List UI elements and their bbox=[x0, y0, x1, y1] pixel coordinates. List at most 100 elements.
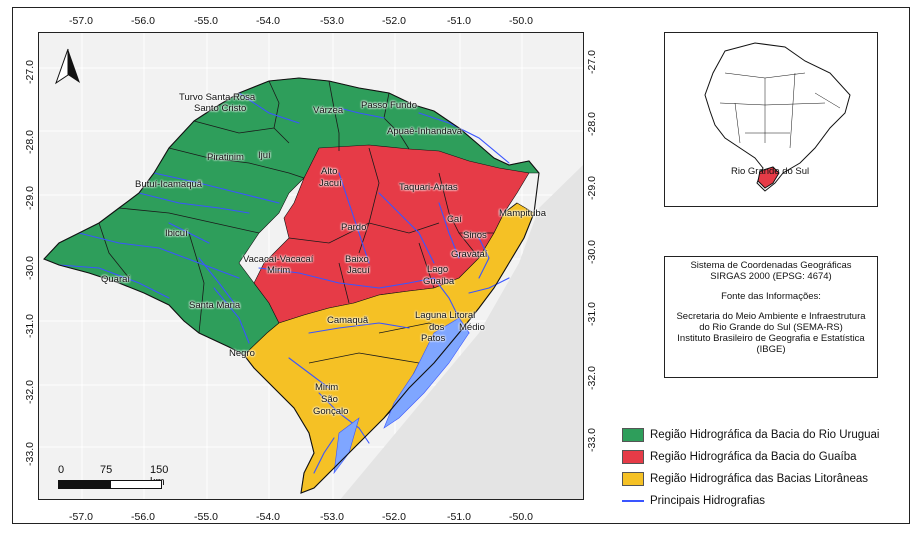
info-line: SIRGAS 2000 (EPSG: 4674) bbox=[710, 271, 832, 282]
label-negro: Negro bbox=[229, 348, 255, 359]
locator-label: Rio Grande do Sul bbox=[731, 166, 810, 177]
label-lago: Lago bbox=[427, 264, 449, 275]
label-varzea: Várzea bbox=[313, 105, 344, 116]
rivers bbox=[58, 92, 510, 474]
lon-tick: -57.0 bbox=[69, 511, 93, 523]
scale-75: 75 bbox=[100, 464, 113, 476]
label-gravatai: Gravataí bbox=[451, 249, 488, 260]
rs-highlight bbox=[757, 166, 780, 189]
label-piratinim: Piratinim bbox=[207, 152, 244, 163]
label-sinos: Sinos bbox=[463, 230, 487, 241]
lon-tick: -50.0 bbox=[509, 511, 533, 523]
lon-tick: -52.0 bbox=[382, 511, 406, 523]
lat-tick: -27.0 bbox=[586, 50, 598, 74]
lon-tick: -54.0 bbox=[256, 15, 280, 27]
legend-label: Região Hidrográfica da Bacia do Guaíba bbox=[650, 451, 857, 463]
lat-tick: -29.0 bbox=[586, 176, 598, 200]
label-alto: Alto bbox=[321, 166, 338, 177]
info-line: Instituto Brasileiro de Geografia e Esta… bbox=[677, 333, 865, 344]
label-mirim-sao: Mirim bbox=[315, 382, 339, 393]
lon-tick: -57.0 bbox=[69, 15, 93, 27]
lon-tick: -51.0 bbox=[447, 15, 471, 27]
label-santo-cristo: Santo Cristo bbox=[194, 103, 247, 114]
label-medio: Médio bbox=[459, 322, 485, 333]
lon-tick: -56.0 bbox=[131, 511, 155, 523]
swatch-guaiba bbox=[622, 450, 644, 464]
lon-tick: -51.0 bbox=[447, 511, 471, 523]
label-baixo: Baixo bbox=[345, 254, 369, 265]
state-boundary bbox=[43, 77, 540, 494]
lat-tick: -31.0 bbox=[24, 314, 36, 338]
scale-0: 0 bbox=[58, 464, 65, 476]
label-dos: dos bbox=[429, 322, 445, 333]
north-arrow-icon bbox=[55, 48, 80, 85]
scale-bar-black bbox=[58, 480, 111, 489]
figure-frame bbox=[12, 7, 910, 524]
lon-tick: -50.0 bbox=[509, 15, 533, 27]
lat-tick: -27.0 bbox=[24, 60, 36, 84]
label-goncalo: Gonçalo bbox=[313, 406, 349, 417]
lat-tick: -28.0 bbox=[586, 112, 598, 136]
lon-tick: -54.0 bbox=[256, 511, 280, 523]
lon-tick: -53.0 bbox=[320, 15, 344, 27]
label-ibicui: Ibicuí bbox=[165, 228, 188, 239]
info-line: (IBGE) bbox=[756, 344, 786, 355]
label-passo-fundo: Passo Fundo bbox=[361, 100, 417, 111]
legend-label: Principais Hidrografias bbox=[650, 495, 766, 507]
swatch-uruguai bbox=[622, 428, 644, 442]
label-taquari: Taquari-Antas bbox=[399, 182, 458, 193]
info-line: Sistema de Coordenadas Geográficas bbox=[690, 260, 852, 271]
label-camaqua: Camaquã bbox=[327, 315, 369, 326]
lat-tick: -28.0 bbox=[24, 130, 36, 154]
legend-item-guaiba: Região Hidrográfica da Bacia do Guaíba bbox=[622, 446, 902, 468]
brazil-map bbox=[704, 42, 851, 192]
label-ijui: Ijuí bbox=[258, 150, 271, 161]
lon-tick: -53.0 bbox=[320, 511, 344, 523]
locator-map: Rio Grande do Sul bbox=[664, 32, 878, 207]
lat-tick: -32.0 bbox=[586, 366, 598, 390]
label-alto-jacui: Jacuí bbox=[319, 178, 342, 189]
legend: Região Hidrográfica da Bacia do Rio Urug… bbox=[622, 424, 902, 512]
lon-tick: -56.0 bbox=[131, 15, 155, 27]
swatch-litoraneas bbox=[622, 472, 644, 486]
swatch-hidrografia bbox=[622, 500, 644, 502]
lat-tick: -32.0 bbox=[24, 380, 36, 404]
label-sao: São bbox=[321, 394, 338, 405]
map-canvas bbox=[39, 33, 583, 499]
lon-tick: -52.0 bbox=[382, 15, 406, 27]
label-baixo-jacui: Jacuí bbox=[347, 265, 370, 276]
lat-tick: -30.0 bbox=[24, 256, 36, 280]
legend-label: Região Hidrográfica da Bacia do Rio Urug… bbox=[650, 429, 880, 441]
lat-tick: -31.0 bbox=[586, 302, 598, 326]
legend-label: Região Hidrográfica das Bacias Litorânea… bbox=[650, 473, 868, 485]
label-quarai: Quaraí bbox=[101, 274, 131, 285]
lon-tick: -55.0 bbox=[194, 15, 218, 27]
ocean bbox=[340, 164, 583, 499]
info-line: Secretaria do Meio Ambiente e Infraestru… bbox=[676, 311, 866, 322]
main-map[interactable]: Turvo Santa Rosa Santo Cristo Várzea Pas… bbox=[38, 32, 584, 500]
label-cai: Caí bbox=[447, 214, 462, 225]
lat-tick: -33.0 bbox=[586, 428, 598, 452]
label-santa-maria: Santa Maria bbox=[189, 300, 241, 311]
label-mirim-vacacai: Mirim bbox=[267, 265, 291, 276]
legend-item-hidrografia: Principais Hidrografias bbox=[622, 490, 902, 512]
info-box: Sistema de Coordenadas Geográficas SIRGA… bbox=[664, 256, 878, 378]
lat-tick: -29.0 bbox=[24, 186, 36, 210]
label-patos: Patos bbox=[421, 333, 446, 344]
label-guaiba: Guaíba bbox=[423, 276, 455, 287]
lat-tick: -33.0 bbox=[24, 442, 36, 466]
info-line: Fonte das Informações: bbox=[721, 291, 821, 302]
lon-tick: -55.0 bbox=[194, 511, 218, 523]
label-apuae: Apuaê-Inhandava bbox=[387, 126, 463, 137]
lat-tick: -30.0 bbox=[586, 240, 598, 264]
label-mampituba: Mampituba bbox=[499, 208, 546, 219]
label-vacacai: Vacacaí-Vacacaí bbox=[243, 254, 314, 265]
label-pardo: Pardo bbox=[341, 222, 367, 233]
scale-bar-white bbox=[110, 480, 162, 489]
info-line: do Rio Grande do Sul (SEMA-RS) bbox=[699, 322, 843, 333]
legend-item-uruguai: Região Hidrográfica da Bacia do Rio Urug… bbox=[622, 424, 902, 446]
label-turvo: Turvo Santa Rosa bbox=[179, 92, 256, 103]
label-laguna-litoral: Laguna Litoral bbox=[415, 310, 476, 321]
label-butui: Butuí-Icamaquã bbox=[135, 179, 203, 190]
legend-item-litoraneas: Região Hidrográfica das Bacias Litorânea… bbox=[622, 468, 902, 490]
